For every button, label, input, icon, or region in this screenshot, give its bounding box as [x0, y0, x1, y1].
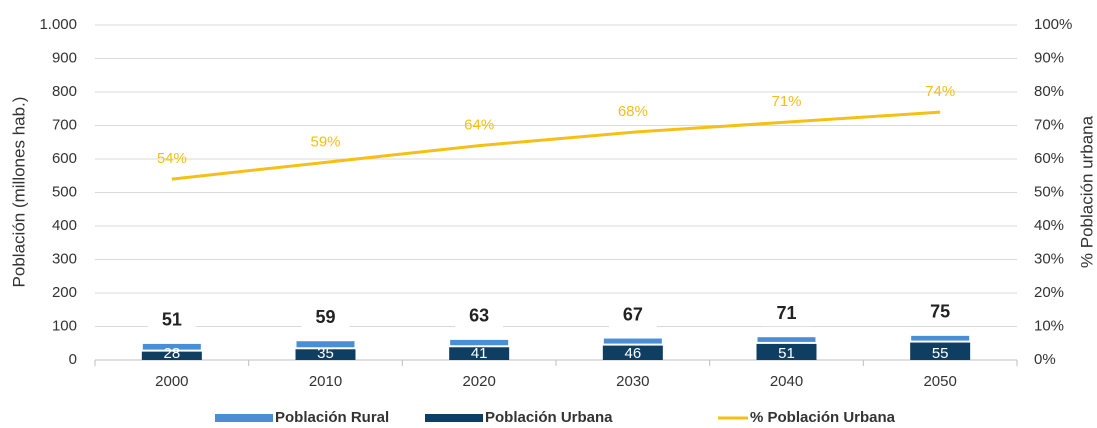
bar-urbana: [141, 350, 202, 360]
bar-urbana: [295, 348, 356, 360]
legend-swatch: [425, 414, 483, 422]
bar-urbana: [910, 341, 971, 360]
urban-value-label: 51: [778, 345, 795, 362]
urban-value-label: 46: [624, 345, 641, 362]
pct-label: 68%: [618, 103, 648, 120]
urban-value-label: 28: [163, 345, 180, 362]
bar-urbana: [602, 344, 663, 360]
x-tick-label: 2000: [155, 373, 188, 390]
total-label: 75: [930, 302, 950, 322]
total-label: 59: [315, 307, 335, 327]
pct-line: [171, 110, 941, 181]
total-label: 67: [623, 304, 643, 324]
y2-tick-label: 0%: [1034, 351, 1056, 368]
legend-label: Población Rural: [275, 409, 389, 426]
y-tick-label: 400: [52, 217, 77, 234]
x-tick-label: 2030: [616, 373, 649, 390]
total-label: 51: [162, 310, 182, 330]
y-tick-label: 100: [52, 317, 77, 334]
y2-tick-label: 40%: [1034, 217, 1064, 234]
urban-value-label: 35: [317, 345, 334, 362]
total-label-bg: [916, 300, 965, 325]
y2-tick-label: 80%: [1034, 83, 1064, 100]
x-tick-label: 2020: [462, 373, 495, 390]
y2-tick-label: 70%: [1034, 116, 1064, 133]
pct-label: 54%: [157, 150, 187, 167]
y2-tick-label: 30%: [1034, 250, 1064, 267]
y-tick-label: 200: [52, 284, 77, 301]
bar-urbana: [449, 346, 510, 360]
y-tick-label: 700: [52, 116, 77, 133]
legend-swatch: [215, 414, 273, 422]
y2-tick-label: 50%: [1034, 183, 1064, 200]
pct-label: 59%: [310, 133, 340, 150]
total-label-bg: [455, 304, 504, 329]
y-tick-label: 500: [52, 183, 77, 200]
y-axis-title: Población (millones hab.): [9, 97, 28, 288]
y-tick-label: 800: [52, 83, 77, 100]
total-label-bg: [608, 303, 657, 328]
y2-tick-label: 60%: [1034, 150, 1064, 167]
y2-tick-label: 100%: [1034, 16, 1072, 33]
bar-rural: [140, 341, 203, 352]
bar-rural: [755, 335, 818, 344]
y2-tick-label: 90%: [1034, 49, 1064, 66]
pct-label: 74%: [925, 83, 955, 100]
y2-tick-label: 20%: [1034, 284, 1064, 301]
total-label: 63: [469, 306, 489, 326]
bar-rural: [909, 333, 972, 343]
total-label: 71: [776, 303, 796, 323]
bar-rural: [294, 339, 357, 350]
y-tick-label: 900: [52, 49, 77, 66]
total-label-bg: [762, 302, 811, 327]
y-tick-label: 600: [52, 150, 77, 167]
legend-label: % Población Urbana: [750, 409, 896, 426]
pct-label: 71%: [771, 93, 801, 110]
legend-label: Población Urbana: [485, 409, 613, 426]
urban-value-label: 55: [932, 345, 949, 362]
total-label-bg: [301, 306, 350, 331]
total-label-bg: [147, 308, 196, 333]
x-tick-label: 2050: [923, 373, 956, 390]
bar-rural: [448, 337, 511, 348]
x-tick-label: 2040: [770, 373, 803, 390]
x-tick-label: 2010: [309, 373, 342, 390]
y-tick-label: 0: [69, 351, 77, 368]
urban-value-label: 41: [471, 345, 488, 362]
bar-urbana: [756, 342, 817, 360]
pct-label: 64%: [464, 117, 494, 134]
y2-axis-title: % Población urbana: [1077, 115, 1096, 268]
y2-tick-label: 10%: [1034, 317, 1064, 334]
y-tick-label: 1.000: [39, 16, 77, 33]
bar-rural: [601, 336, 664, 346]
y-tick-label: 300: [52, 250, 77, 267]
